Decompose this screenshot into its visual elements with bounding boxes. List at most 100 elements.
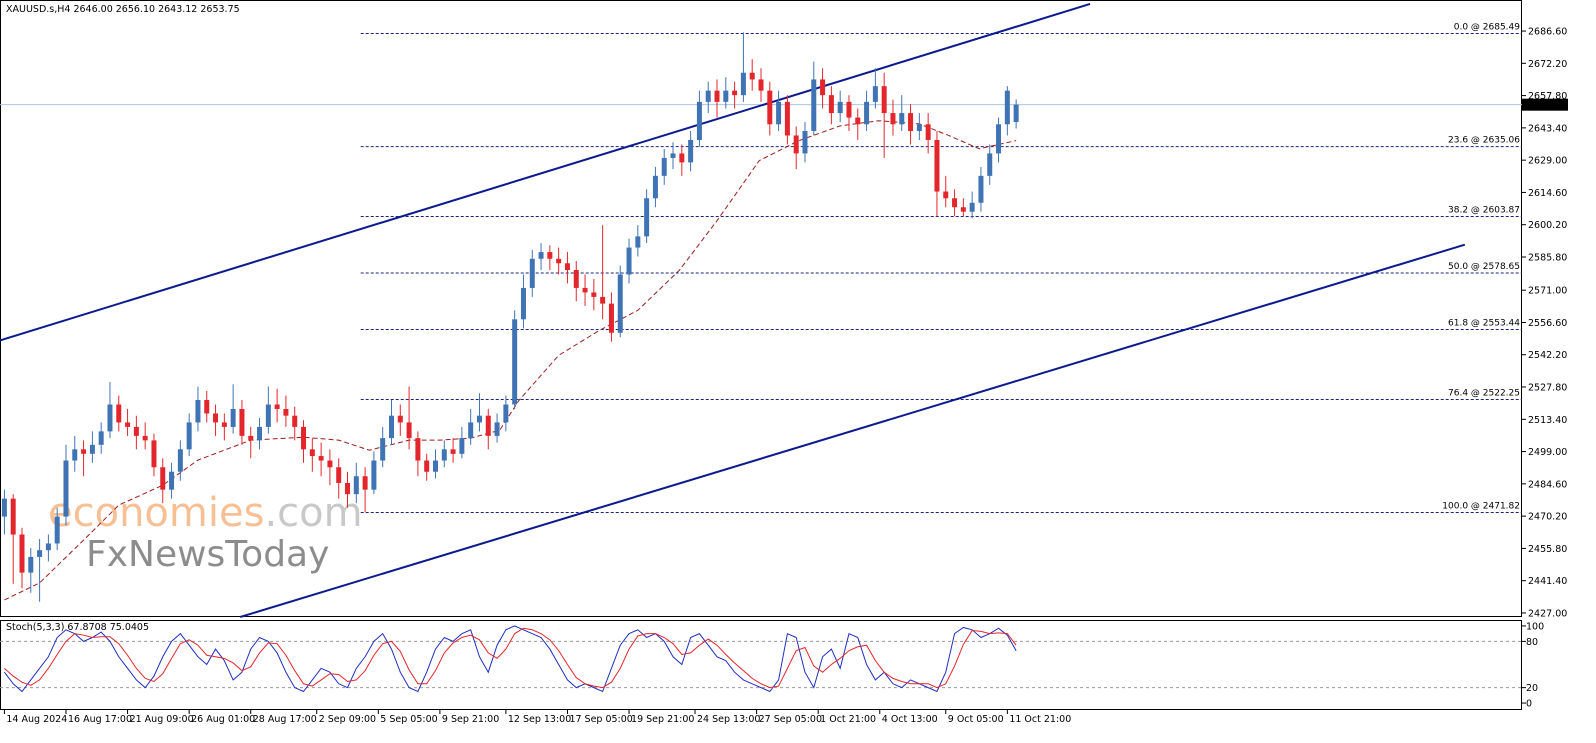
fib-label: 0.0 @ 2685.49 xyxy=(1454,23,1521,33)
candle-body xyxy=(556,258,562,264)
y-tick-label: 2542.20 xyxy=(1528,350,1567,361)
candle-body xyxy=(63,460,69,517)
x-tick-label: 17 Sep 05:00 xyxy=(569,714,632,725)
candle-body xyxy=(688,139,694,163)
x-tick-label: 1 Oct 21:00 xyxy=(820,714,876,725)
candle-body xyxy=(476,415,482,423)
candle-body xyxy=(749,72,755,80)
candle-body xyxy=(784,101,790,136)
candle-body xyxy=(802,131,808,154)
candle-body xyxy=(732,90,738,96)
x-tick-label: 11 Oct 21:00 xyxy=(1009,714,1071,725)
candle-body xyxy=(573,269,579,288)
candle-body xyxy=(626,247,632,275)
y-tick-label: 2672.20 xyxy=(1528,59,1567,70)
candle-body xyxy=(432,460,438,472)
candle-body xyxy=(864,101,870,125)
candle-body xyxy=(362,476,368,490)
candle-body xyxy=(846,101,852,118)
watermark-text: .com xyxy=(264,490,362,536)
candle-body xyxy=(547,252,553,259)
candle-body xyxy=(450,449,456,454)
candle-body xyxy=(142,435,148,441)
y-tick-label: 2600.20 xyxy=(1528,220,1567,231)
candle-body xyxy=(265,404,271,427)
candle-body xyxy=(679,153,685,163)
candle-body xyxy=(406,422,412,439)
stoch-line xyxy=(4,625,1017,693)
y-tick-label: 2470.20 xyxy=(1528,512,1567,523)
candle-body xyxy=(116,404,122,423)
y-tick-label: 2556.60 xyxy=(1528,318,1567,329)
candle-body xyxy=(494,422,500,436)
candle-body xyxy=(371,460,377,490)
y-tick-label: 2427.00 xyxy=(1528,608,1567,619)
last-price-label: 2653.75 xyxy=(1525,100,1564,111)
candle-body xyxy=(767,90,773,125)
candle-body xyxy=(696,101,702,140)
candle-body xyxy=(520,287,526,320)
candle-body xyxy=(98,431,104,445)
candle-body xyxy=(327,460,333,468)
x-tick-label: 12 Sep 13:00 xyxy=(508,714,571,725)
candle-body xyxy=(872,86,878,102)
candle-body xyxy=(28,556,34,573)
y-tick-label: 2484.60 xyxy=(1528,479,1567,490)
candle-body xyxy=(1,498,7,517)
candle-body xyxy=(468,422,474,439)
candle-body xyxy=(564,263,570,270)
candle-body xyxy=(820,79,826,96)
candle-body xyxy=(934,139,940,192)
candle-body xyxy=(529,258,535,288)
candle-body xyxy=(213,413,219,423)
candle-body xyxy=(353,476,359,495)
candle-body xyxy=(740,72,746,96)
stoch-title: Stoch(5,3,3) 67.8708 75.0405 xyxy=(6,622,149,633)
candle-body xyxy=(345,482,351,495)
fib-label: 38.2 @ 2603.87 xyxy=(1448,205,1520,215)
candle-body xyxy=(248,435,254,441)
candle-body xyxy=(881,86,887,114)
candle-body xyxy=(661,157,667,176)
watermark-text: economies xyxy=(48,490,264,536)
candle-body xyxy=(916,124,922,132)
x-tick-label: 21 Aug 09:00 xyxy=(130,714,194,725)
candle-body xyxy=(943,191,949,199)
candle-body xyxy=(186,422,192,450)
candle-body xyxy=(230,408,236,427)
candle-body xyxy=(19,534,25,573)
x-tick-label: 16 Aug 17:00 xyxy=(68,714,132,725)
candle-body xyxy=(793,135,799,154)
fib-label: 61.8 @ 2553.44 xyxy=(1448,319,1520,329)
candle-body xyxy=(811,79,817,132)
y-tick-label: 2513.40 xyxy=(1528,415,1567,426)
x-tick-label: 9 Oct 05:00 xyxy=(948,714,1004,725)
candle-body xyxy=(758,79,764,91)
candle-body xyxy=(996,124,1002,154)
candle-body xyxy=(388,415,394,439)
candle-body xyxy=(72,449,78,461)
candle-body xyxy=(177,449,183,472)
candle-body xyxy=(582,287,588,293)
candle-body xyxy=(169,471,175,490)
candle-body xyxy=(652,175,658,199)
candle-body xyxy=(239,408,245,436)
candle-body xyxy=(890,113,896,125)
candle-body xyxy=(309,449,315,457)
x-tick-label: 24 Sep 13:00 xyxy=(697,714,760,725)
candle-body xyxy=(54,516,60,544)
candle-body xyxy=(978,175,984,203)
candle-body xyxy=(37,550,43,557)
y-tick-label: 2614.60 xyxy=(1528,188,1567,199)
candle-body xyxy=(125,422,131,427)
candle-body xyxy=(301,426,307,450)
candle-body xyxy=(195,400,201,423)
y-tick-label: 2571.00 xyxy=(1528,286,1567,297)
candle-body xyxy=(10,498,16,535)
channel-line xyxy=(0,2,1091,342)
candle-body xyxy=(591,292,597,297)
y-tick-label: 2455.80 xyxy=(1528,544,1567,555)
candle-body xyxy=(45,543,51,551)
y-tick-label: 2643.40 xyxy=(1528,123,1567,134)
